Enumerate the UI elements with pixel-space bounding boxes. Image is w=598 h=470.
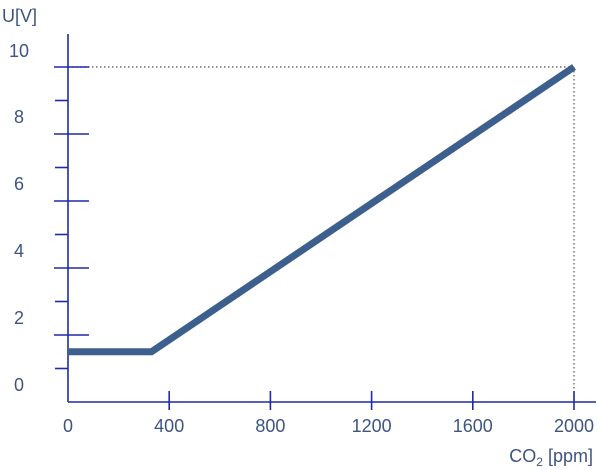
y-tick-label: 0 xyxy=(14,375,24,395)
y-tick-label: 4 xyxy=(14,241,24,261)
x-ticks xyxy=(168,391,575,410)
y-tick-label: 2 xyxy=(14,308,24,328)
x-tick-label: 1600 xyxy=(453,416,493,436)
x-tick-label: 0 xyxy=(63,416,73,436)
y-tick-labels: 0 2 4 6 8 10 xyxy=(9,41,29,395)
x-axis-title-subscript: 2 xyxy=(536,455,543,469)
y-axis-title: U[V] xyxy=(2,6,37,26)
x-tick-label: 800 xyxy=(255,416,285,436)
x-axis-title-suffix: [ppm] xyxy=(543,446,593,466)
x-tick-label: 2000 xyxy=(554,416,594,436)
axes xyxy=(67,34,596,403)
y-tick-label: 6 xyxy=(14,174,24,194)
y-tick-label: 8 xyxy=(14,107,24,127)
x-tick-label: 400 xyxy=(154,416,184,436)
y-ticks xyxy=(54,66,89,370)
x-tick-label: 1200 xyxy=(352,416,392,436)
series-line-0 xyxy=(68,64,576,356)
series xyxy=(68,64,576,356)
reference-lines xyxy=(68,66,575,402)
x-tick-labels: 0 400 800 1200 1600 2000 xyxy=(63,416,594,436)
x-axis-title-main: CO xyxy=(509,446,536,466)
x-axis-title: CO2 [ppm] xyxy=(509,446,593,469)
y-tick-label: 10 xyxy=(9,41,29,61)
